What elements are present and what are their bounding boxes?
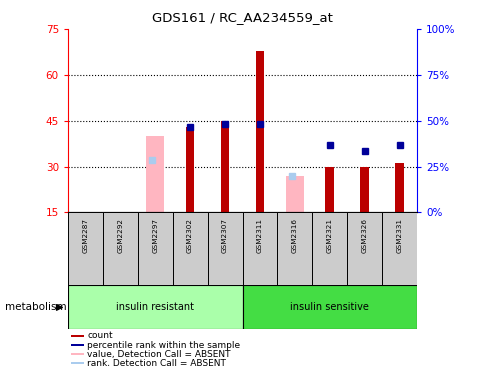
Bar	[347, 212, 381, 285]
Text: GSM2292: GSM2292	[117, 218, 123, 253]
Text: GSM2297: GSM2297	[152, 218, 158, 253]
Text: GSM2316: GSM2316	[291, 218, 297, 253]
Bar	[242, 285, 416, 329]
Text: insulin sensitive: insulin sensitive	[290, 302, 368, 313]
Bar	[71, 335, 83, 337]
Bar	[68, 285, 242, 329]
Text: value, Detection Call = ABSENT: value, Detection Call = ABSENT	[87, 350, 230, 359]
Text: GSM2302: GSM2302	[187, 218, 193, 253]
Bar	[71, 344, 83, 346]
Bar	[277, 212, 312, 285]
Bar	[71, 362, 83, 365]
Bar	[312, 212, 347, 285]
Text: GDS161 / RC_AA234559_at: GDS161 / RC_AA234559_at	[152, 11, 332, 24]
Text: count: count	[87, 332, 112, 340]
Text: GSM2326: GSM2326	[361, 218, 367, 253]
Bar	[220, 121, 229, 212]
Bar	[286, 176, 303, 212]
Bar	[242, 212, 277, 285]
Text: GSM2321: GSM2321	[326, 218, 332, 253]
Text: rank, Detection Call = ABSENT: rank, Detection Call = ABSENT	[87, 359, 226, 366]
Text: GSM2307: GSM2307	[222, 218, 227, 253]
Bar	[381, 212, 416, 285]
Bar	[68, 212, 103, 285]
Text: insulin resistant: insulin resistant	[116, 302, 194, 313]
Text: GSM2331: GSM2331	[396, 218, 402, 253]
Bar	[185, 127, 194, 212]
Bar	[394, 164, 403, 212]
Text: metabolism: metabolism	[5, 302, 66, 313]
Bar	[325, 167, 333, 212]
Bar	[71, 353, 83, 355]
Text: GSM2287: GSM2287	[82, 218, 88, 253]
Text: GSM2311: GSM2311	[257, 218, 262, 253]
Text: percentile rank within the sample: percentile rank within the sample	[87, 341, 240, 350]
Bar	[360, 167, 368, 212]
Bar	[146, 136, 164, 212]
Bar	[137, 212, 172, 285]
Bar	[207, 212, 242, 285]
Bar	[103, 212, 137, 285]
Bar	[255, 51, 264, 212]
Bar	[172, 212, 207, 285]
